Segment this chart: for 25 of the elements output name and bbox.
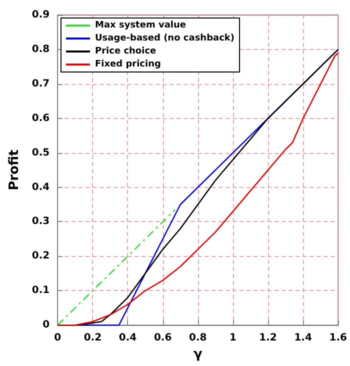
x-tick-label: 0.8: [189, 332, 207, 344]
legend-label: Fixed pricing: [95, 60, 161, 70]
y-tick-label: 0.4: [32, 182, 50, 193]
y-tick-label: 0.3: [32, 216, 50, 228]
x-tick-label: 1.2: [259, 332, 277, 344]
y-tick-label: 0: [42, 320, 50, 331]
x-tick-label: 1.6: [329, 332, 348, 344]
x-tick-label: 0.6: [154, 332, 172, 344]
x-tick-label: 0: [54, 332, 62, 344]
y-axis-title: Profit: [7, 150, 22, 190]
y-tick-label: 0.7: [32, 78, 50, 90]
x-axis-title: γ: [193, 347, 202, 362]
legend-label: Price choice: [95, 46, 156, 56]
x-tick-label: 0.4: [118, 332, 137, 344]
legend-label: Max system value: [95, 20, 186, 30]
legend-label: Usage-based (no cashback): [95, 34, 235, 44]
x-tick-label: 1.4: [294, 332, 312, 344]
y-tick-label: 0.8: [32, 44, 50, 55]
y-tick-label: 0.2: [32, 250, 50, 262]
y-tick-label: 0.5: [32, 147, 50, 158]
y-tick-label: 0.1: [32, 285, 50, 296]
y-tick-label: 0.6: [32, 112, 50, 124]
y-tick-label: 0.9: [32, 10, 50, 20]
x-tick-label: 1: [229, 332, 236, 344]
x-tick-label: 0.2: [84, 332, 102, 344]
